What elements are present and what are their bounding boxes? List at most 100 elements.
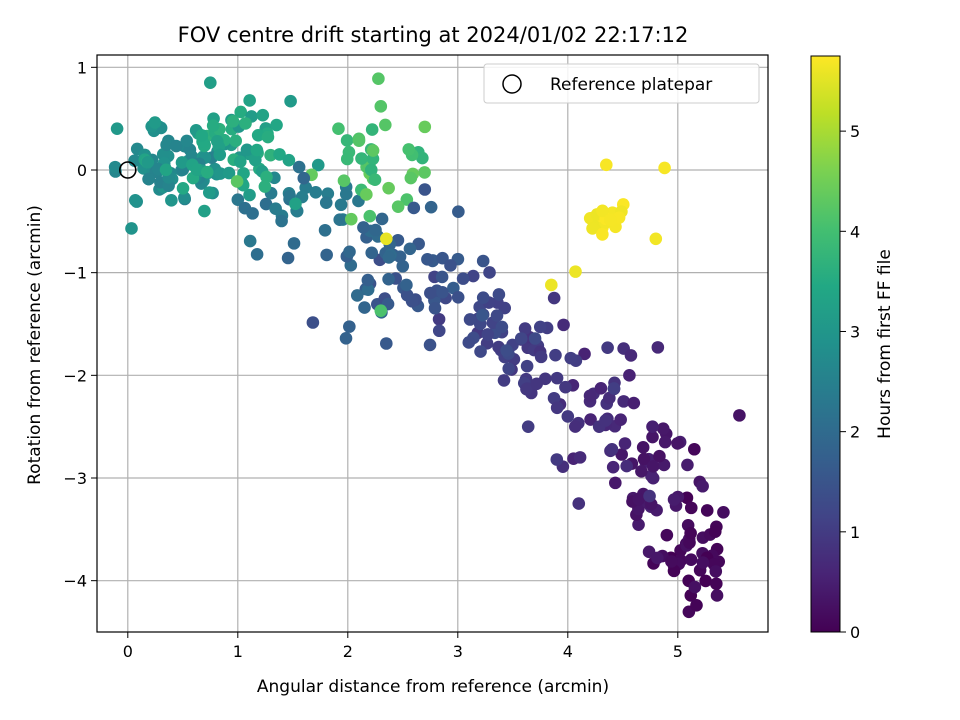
data-point (407, 201, 421, 215)
data-point (141, 155, 155, 169)
data-point (287, 237, 301, 250)
data-point (400, 288, 414, 302)
legend-box (483, 63, 760, 104)
data-point (490, 309, 504, 322)
data-point (129, 194, 142, 207)
data-point (416, 151, 429, 165)
data-point (380, 337, 393, 350)
data-point (240, 143, 254, 157)
data-point (623, 369, 636, 382)
data-point (466, 269, 480, 283)
x-axis-label: Angular distance from reference (arcmin) (257, 677, 609, 697)
data-point (403, 242, 417, 256)
data-point (206, 119, 220, 133)
plot-frame (96, 54, 769, 633)
data-point (681, 458, 694, 472)
data-point (360, 188, 373, 201)
data-point (462, 336, 476, 349)
data-point (604, 213, 617, 227)
colorbar-tick-label: 4 (850, 222, 860, 241)
data-point (528, 332, 542, 345)
scatter-points (108, 72, 746, 619)
data-point (239, 117, 252, 130)
legend-entry-reference-platepar: Reference platepar (550, 75, 712, 95)
data-point (350, 289, 364, 302)
data-point (230, 175, 244, 188)
data-point (421, 253, 434, 266)
y-tick-label: −1 (63, 264, 87, 283)
data-point (645, 469, 658, 483)
data-point (309, 185, 323, 199)
data-point (159, 163, 173, 177)
x-tick-label: 5 (673, 642, 683, 661)
data-point (269, 202, 282, 215)
data-point (599, 414, 612, 427)
data-point (432, 324, 446, 338)
data-point (246, 207, 259, 220)
data-point (297, 171, 311, 185)
data-point (596, 228, 609, 241)
data-point (256, 108, 270, 122)
data-point (614, 413, 627, 427)
data-point (521, 420, 535, 433)
data-point (142, 172, 155, 186)
data-point (292, 160, 306, 174)
data-point (447, 281, 460, 295)
data-point (502, 362, 516, 375)
data-point (559, 380, 572, 394)
data-point (250, 143, 264, 157)
data-point (226, 114, 240, 128)
data-point (361, 283, 375, 296)
data-point (569, 265, 582, 278)
data-point (361, 273, 375, 287)
data-point (627, 396, 641, 410)
data-point (423, 338, 437, 352)
data-point (352, 134, 366, 147)
data-point (463, 313, 477, 326)
data-point (684, 501, 698, 515)
data-point (584, 413, 597, 426)
data-point (444, 259, 457, 272)
x-tick-label: 1 (233, 642, 243, 661)
data-point (340, 152, 354, 166)
data-point (667, 564, 681, 578)
data-point (700, 504, 714, 517)
data-point (418, 183, 432, 196)
data-point (658, 435, 672, 449)
data-point (609, 476, 622, 490)
data-point (533, 320, 547, 334)
data-point (195, 129, 209, 142)
data-point (251, 129, 265, 142)
data-point (222, 166, 236, 180)
data-point (213, 148, 227, 162)
x-axis-ticks: 0 1 2 3 4 5 (123, 632, 683, 661)
data-point (363, 209, 377, 223)
data-point (483, 266, 496, 279)
data-point (382, 272, 395, 286)
data-point (233, 155, 247, 168)
data-point (178, 191, 191, 204)
data-point (258, 180, 272, 193)
data-point (289, 197, 302, 211)
x-tick-label: 2 (343, 642, 353, 661)
data-point (607, 382, 621, 395)
data-point (281, 251, 295, 265)
reference-marker (119, 161, 137, 179)
data-point (684, 526, 697, 540)
data-point (243, 234, 257, 248)
data-point (110, 122, 124, 135)
data-point (372, 72, 385, 85)
data-point (569, 420, 582, 433)
data-point (366, 144, 380, 157)
data-point (391, 200, 405, 213)
data-point (432, 312, 446, 326)
data-point (339, 331, 353, 345)
data-point (375, 212, 389, 226)
data-point (632, 492, 646, 506)
data-point (600, 158, 613, 172)
colorbar-gradient (810, 55, 841, 633)
data-point (365, 246, 379, 260)
data-point (474, 345, 487, 358)
data-point (424, 200, 438, 214)
data-point (671, 437, 684, 450)
